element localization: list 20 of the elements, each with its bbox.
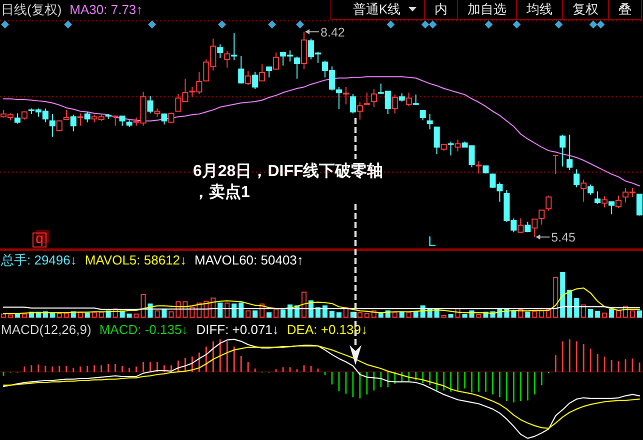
button-label: 内 xyxy=(434,2,448,16)
title: MACD(12,26,9) xyxy=(1,322,92,337)
button-label: 加自选 xyxy=(468,2,506,16)
legend-entry: MAVOL5: 58612↓ xyxy=(84,252,187,268)
legend-entry: MA30: 7.73↑ xyxy=(70,2,143,17)
button-label: 叠 xyxy=(618,2,632,16)
annotation: 8.42 xyxy=(320,25,345,40)
button-label: 复权 xyxy=(572,2,598,16)
title: 日线(复权) xyxy=(1,2,62,17)
annotation: L xyxy=(428,233,436,249)
annotation: 5.45 xyxy=(551,230,576,245)
button-label: 普通K线 xyxy=(352,2,400,16)
annotation: 6月28日，DIFF线下破零轴，卖点1 xyxy=(193,163,384,201)
legend-entry: DIFF: +0.071↓ xyxy=(196,322,279,337)
legend-entry: MACD: -0.135↓ xyxy=(99,322,188,337)
legend-entry: 总手: 29496↓ xyxy=(1,252,77,268)
legend-entry: DEA: +0.139↓ xyxy=(286,322,368,337)
button-label: 均线 xyxy=(526,2,552,16)
legend-entry: MAVOL60: 50403↑ xyxy=(194,252,304,268)
annotation: q xyxy=(36,230,44,246)
